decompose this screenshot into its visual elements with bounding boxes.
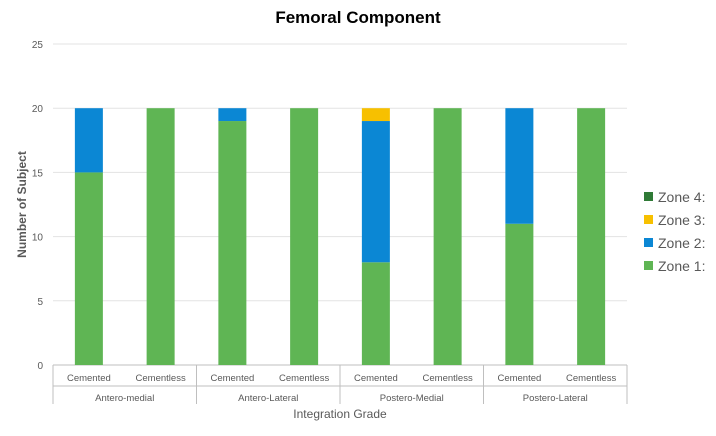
x-tick-label: Cementless: [279, 373, 329, 384]
legend-label: Zone 3:: [658, 211, 706, 228]
legend-swatch: [644, 192, 653, 201]
x-tick-label: Cemented: [497, 373, 541, 384]
bar-segment: [505, 108, 534, 224]
x-tick-label: Cemented: [354, 373, 398, 384]
bar-segment: [577, 108, 606, 365]
y-tick-label: 5: [37, 297, 43, 308]
legend-label: Zone 1:: [658, 257, 706, 274]
legend-item: Zone 1:: [644, 254, 705, 277]
x-axis-title: Integration Grade: [293, 407, 387, 421]
y-axis-title: Number of Subject: [15, 151, 29, 258]
x-tick-label: Cemented: [210, 373, 254, 384]
x-tick-label: Cemented: [67, 373, 111, 384]
bar-segment: [74, 172, 103, 365]
legend-label: Zone 2:: [658, 234, 706, 251]
bar-segment: [433, 108, 462, 365]
legend-item: Zone 3:: [644, 208, 705, 231]
bar-segment: [290, 108, 319, 365]
bar-segment: [361, 121, 390, 263]
bar-segment: [74, 108, 103, 173]
legend-swatch: [644, 261, 653, 270]
y-tick-label: 20: [32, 104, 44, 115]
legend-swatch: [644, 215, 653, 224]
x-tick-label: Cementless: [136, 373, 186, 384]
y-tick-label: 0: [37, 361, 43, 372]
chart-title: Femoral Component: [275, 8, 441, 27]
y-tick-label: 15: [32, 168, 44, 179]
x-tick-label: Cementless: [566, 373, 616, 384]
legend-item: Zone 2:: [644, 231, 705, 254]
bar-segment: [505, 223, 534, 365]
group-label: Postero-Medial: [380, 393, 444, 404]
bar-segment: [218, 121, 247, 365]
x-tick-label: Cementless: [423, 373, 473, 384]
legend-swatch: [644, 238, 653, 247]
bar-segment: [218, 108, 247, 122]
bar-segment: [146, 108, 175, 365]
y-tick-label: 10: [32, 233, 44, 244]
bar-segment: [361, 262, 390, 365]
chart-legend: Zone 4: Zone 3: Zone 2: Zone 1:: [644, 185, 705, 277]
legend-item: Zone 4:: [644, 185, 705, 208]
group-label: Antero-medial: [95, 393, 154, 404]
bar-segment: [361, 108, 390, 122]
y-tick-label: 25: [32, 40, 44, 51]
legend-label: Zone 4:: [658, 188, 706, 205]
group-label: Antero-Lateral: [238, 393, 298, 404]
group-label: Postero-Lateral: [523, 393, 588, 404]
